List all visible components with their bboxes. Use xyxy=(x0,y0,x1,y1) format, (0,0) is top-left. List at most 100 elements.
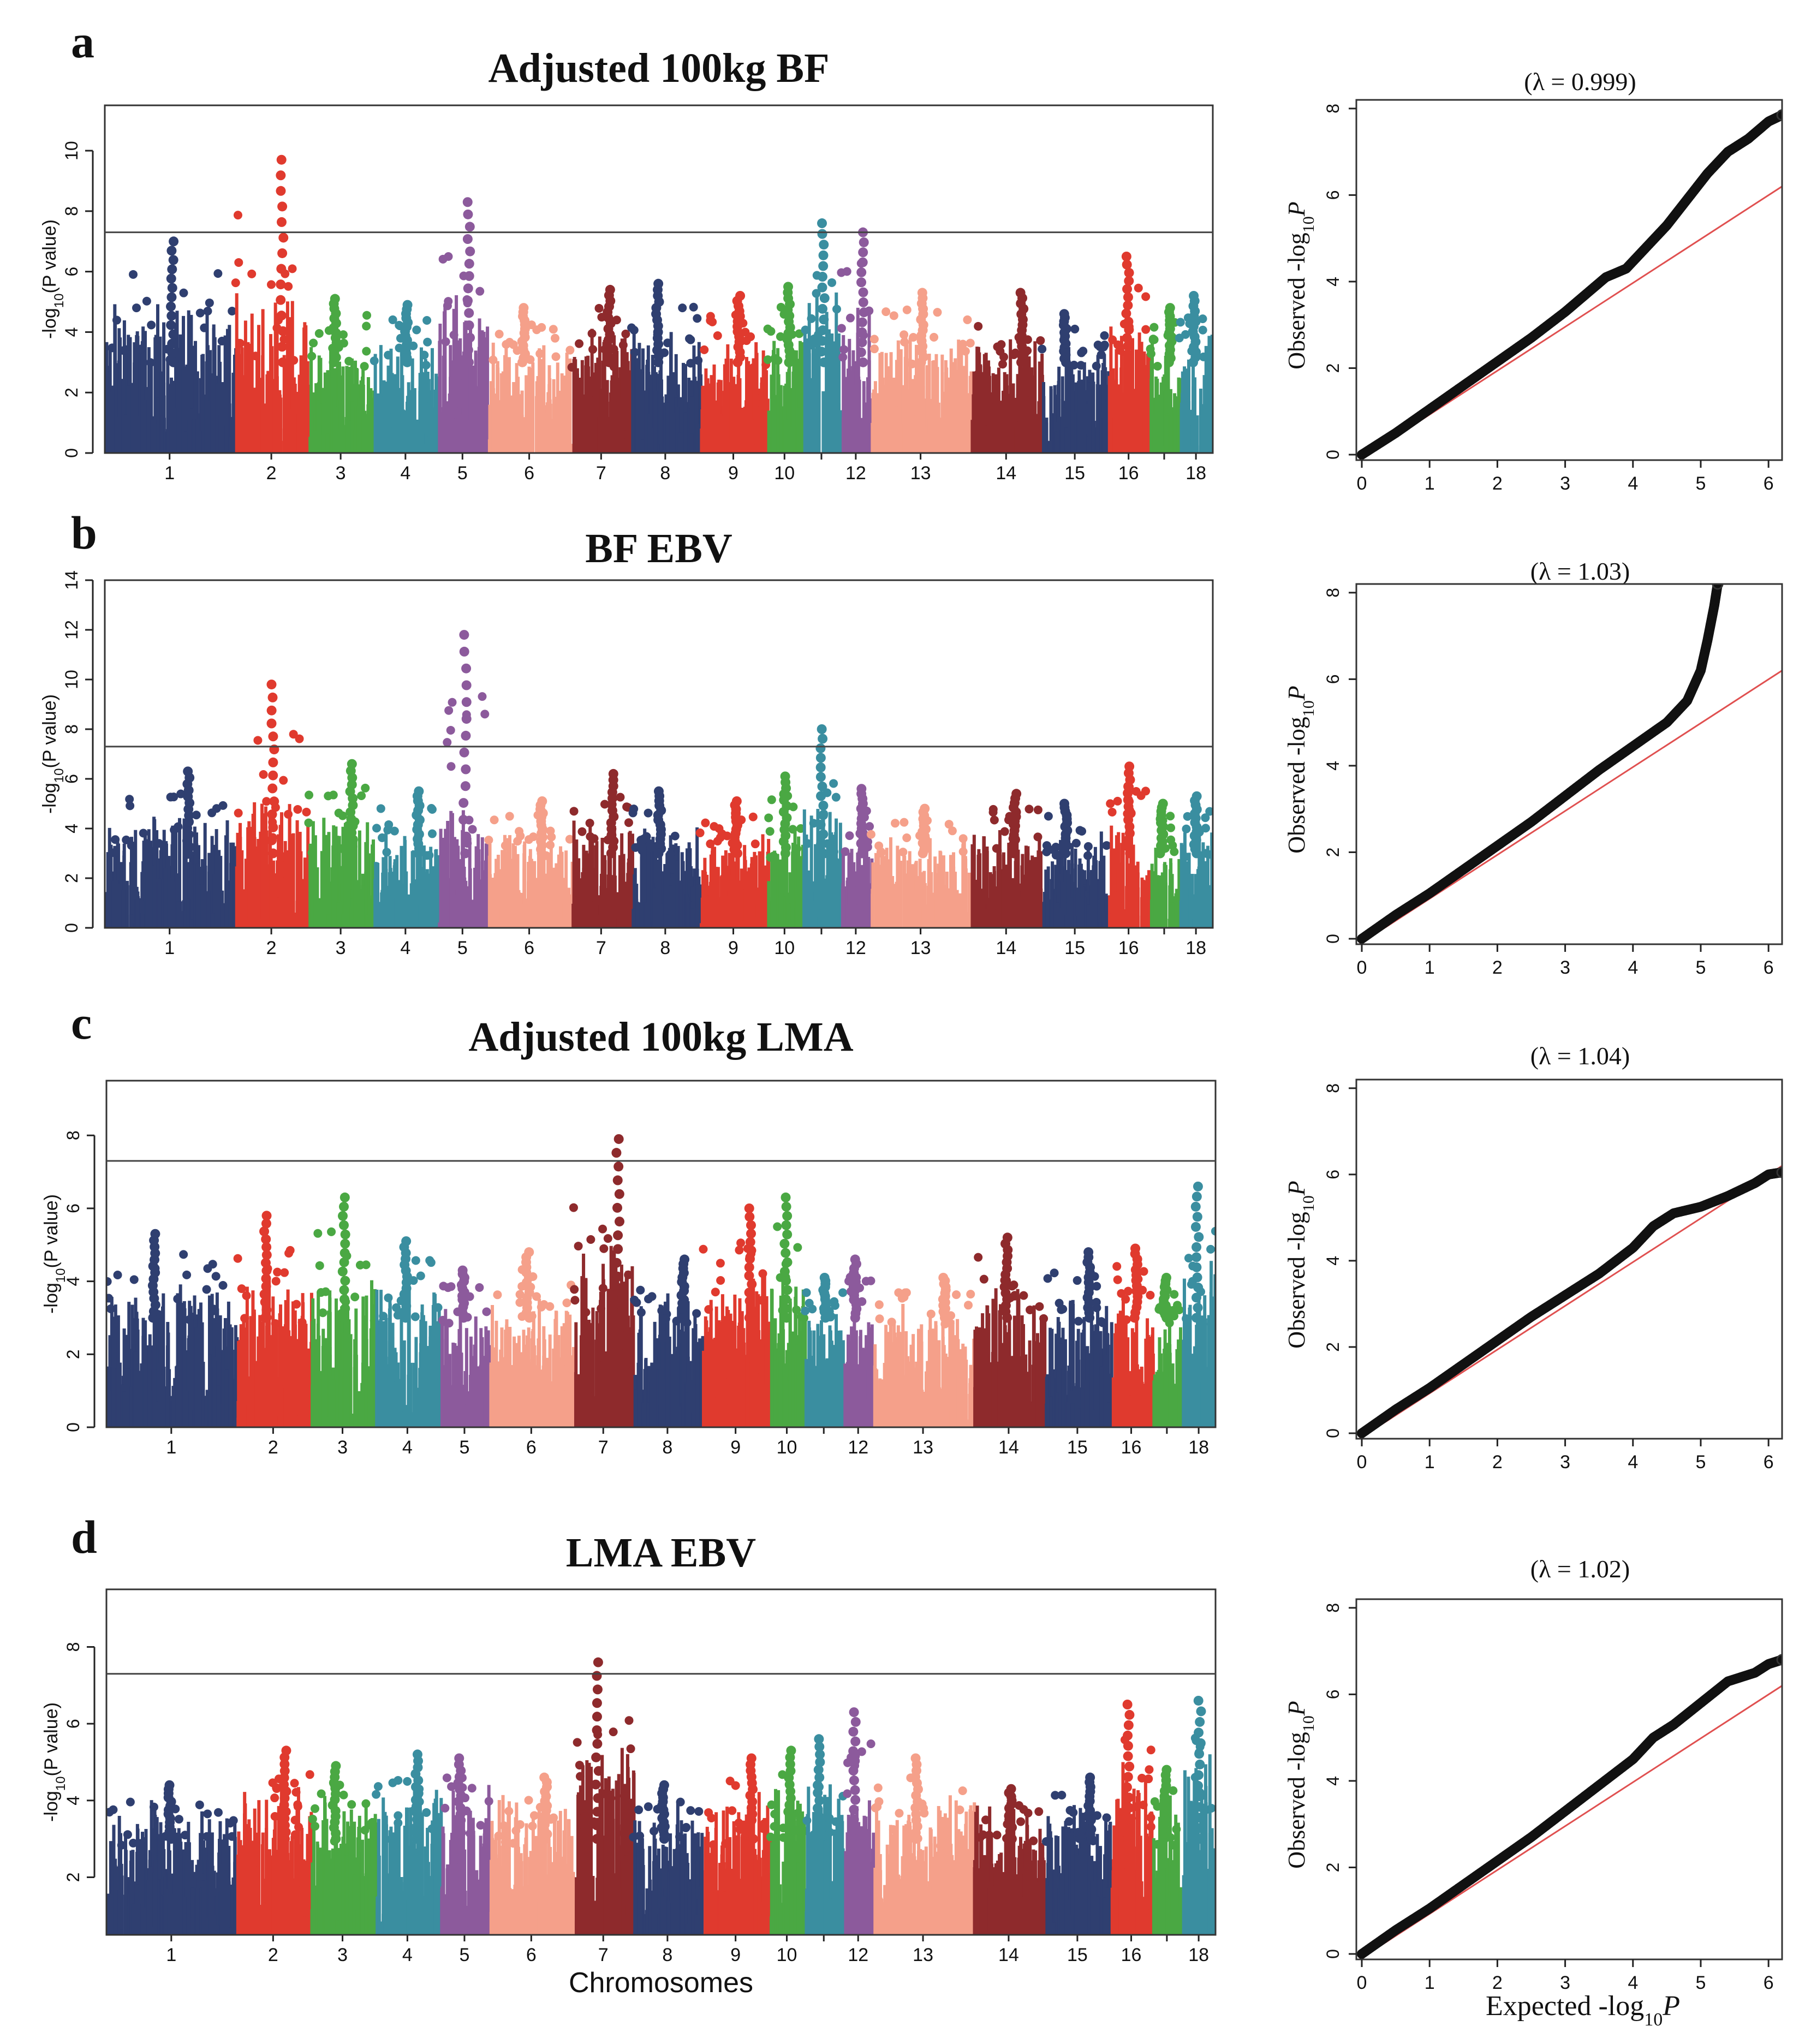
snp-band xyxy=(488,404,492,453)
snp-band xyxy=(625,352,629,453)
snp-point xyxy=(276,311,287,321)
snp-band xyxy=(310,871,314,928)
snp-band xyxy=(747,422,751,453)
peak-snp xyxy=(169,236,179,247)
snp-band xyxy=(387,907,391,928)
snp-band xyxy=(651,837,655,928)
snp-band xyxy=(380,396,384,453)
manhattan-title-b: BF EBV xyxy=(585,526,732,571)
snp-point xyxy=(1076,361,1086,370)
snp-point xyxy=(638,846,647,855)
snp-point xyxy=(686,359,695,368)
snp-band xyxy=(455,295,458,453)
snp-band xyxy=(153,819,157,928)
peak-snp xyxy=(780,771,790,782)
snp-band xyxy=(553,888,557,928)
snp-band xyxy=(620,374,624,453)
snp-point xyxy=(1123,292,1133,302)
snp-point xyxy=(763,324,772,333)
snp-point xyxy=(266,718,277,729)
snp-point xyxy=(267,692,278,702)
snp-band xyxy=(175,311,179,453)
snp-band xyxy=(592,372,595,453)
snp-point xyxy=(422,316,432,325)
snp-point xyxy=(383,825,392,835)
snp-band xyxy=(235,293,239,453)
snp-point xyxy=(1123,341,1133,351)
snp-band xyxy=(987,366,991,453)
snp-band xyxy=(907,397,911,453)
snp-band xyxy=(347,898,350,928)
snp-point xyxy=(122,835,131,844)
snp-band xyxy=(140,341,144,453)
snp-band xyxy=(714,425,718,453)
snp-band xyxy=(278,401,282,453)
snp-band xyxy=(195,863,199,928)
snp-band xyxy=(233,846,237,928)
snp-point xyxy=(461,697,472,707)
snp-band xyxy=(1162,433,1166,453)
snp-band xyxy=(306,361,309,453)
snp-band xyxy=(1016,374,1020,453)
snp-band xyxy=(509,893,513,928)
snp-band xyxy=(400,911,404,928)
snp-point xyxy=(666,849,675,859)
qq-y-tick-label: 6 xyxy=(1323,190,1343,200)
snp-point xyxy=(279,335,289,344)
snp-band xyxy=(325,835,329,928)
qq-point xyxy=(1776,109,1782,121)
snp-band xyxy=(562,918,566,928)
x-tick-label-chr-9: 9 xyxy=(728,463,738,484)
snp-band xyxy=(785,843,789,928)
snp-band xyxy=(241,893,245,928)
snp-band xyxy=(116,416,120,453)
snp-band xyxy=(575,839,579,928)
snp-band xyxy=(405,423,409,453)
snp-point xyxy=(166,311,177,321)
snp-band xyxy=(287,344,291,453)
snp-band xyxy=(407,925,410,928)
snp-point xyxy=(247,269,257,278)
snp-band xyxy=(108,827,111,928)
snp-point xyxy=(1123,300,1133,311)
snp-band xyxy=(1095,384,1099,453)
snp-band xyxy=(239,836,242,928)
snp-point xyxy=(837,268,846,277)
snp-point xyxy=(109,848,118,857)
snp-band xyxy=(322,818,326,928)
snp-band xyxy=(467,897,470,928)
snp-point xyxy=(764,813,773,823)
snp-point xyxy=(443,301,452,311)
snp-point xyxy=(166,246,177,256)
snp-band xyxy=(468,837,472,928)
snp-band xyxy=(720,416,724,453)
snp-point xyxy=(277,248,288,258)
snp-band xyxy=(1061,376,1064,453)
snp-band xyxy=(498,413,502,453)
snp-band xyxy=(215,415,219,453)
snp-point xyxy=(817,272,827,282)
snp-band xyxy=(476,869,480,928)
snp-point xyxy=(600,800,609,809)
snp-point xyxy=(203,306,212,315)
snp-band xyxy=(199,903,202,928)
snp-band xyxy=(250,313,254,453)
snp-band xyxy=(401,375,404,453)
snp-point xyxy=(127,841,136,850)
snp-band xyxy=(444,863,448,928)
snp-band xyxy=(289,886,293,928)
snp-band xyxy=(582,844,586,928)
snp-point xyxy=(1097,350,1106,359)
snp-band xyxy=(539,420,543,453)
snp-band xyxy=(170,377,174,453)
x-tick-label-chr-6: 6 xyxy=(524,463,534,484)
snp-band xyxy=(690,396,694,453)
snp-band xyxy=(261,381,265,453)
snp-band xyxy=(638,371,641,453)
snp-point xyxy=(567,362,576,372)
snp-band xyxy=(656,374,660,453)
snp-band xyxy=(611,907,615,928)
snp-band xyxy=(303,389,307,453)
snp-point xyxy=(278,326,288,336)
snp-band xyxy=(383,902,387,928)
